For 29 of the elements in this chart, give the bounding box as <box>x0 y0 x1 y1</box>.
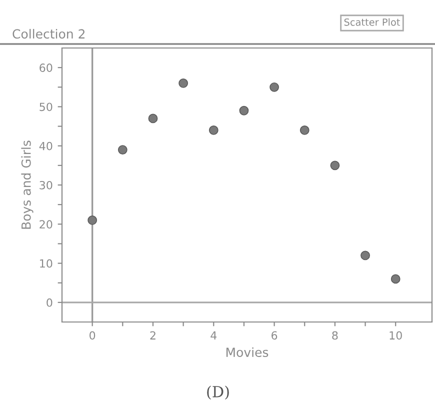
text: (D) <box>207 386 229 400</box>
x-axis-title: Movies <box>226 347 268 358</box>
text: Scatter Plot <box>344 18 400 26</box>
x-tick-label: 6 <box>272 331 278 340</box>
x-tick-label: 10 <box>390 331 402 340</box>
y-tick-label: 20 <box>40 220 52 229</box>
point <box>270 82 279 92</box>
y-tick-label: 0 <box>46 298 52 307</box>
point <box>88 216 98 225</box>
point <box>208 126 218 135</box>
x-tick-label: 2 <box>150 331 156 340</box>
x-tick-label: 4 <box>210 331 217 340</box>
y-tick-label: 30 <box>40 180 52 190</box>
y-tick-label: 50 <box>40 102 52 112</box>
point <box>178 78 188 88</box>
y-tick-label: 10 <box>40 259 52 268</box>
y-tick-label: 60 <box>40 64 52 72</box>
point <box>239 106 249 116</box>
point <box>148 114 158 124</box>
point <box>118 145 128 154</box>
point <box>390 274 400 284</box>
chart-title: Collection 2 <box>12 28 85 39</box>
y-tick-label: 40 <box>39 142 52 150</box>
x-tick-label: 8 <box>332 331 338 340</box>
y-axis-title: Boys and Girls <box>21 140 34 229</box>
point <box>360 250 370 260</box>
x-tick-label: 0 <box>90 331 96 340</box>
point <box>300 126 310 135</box>
point <box>330 160 340 170</box>
